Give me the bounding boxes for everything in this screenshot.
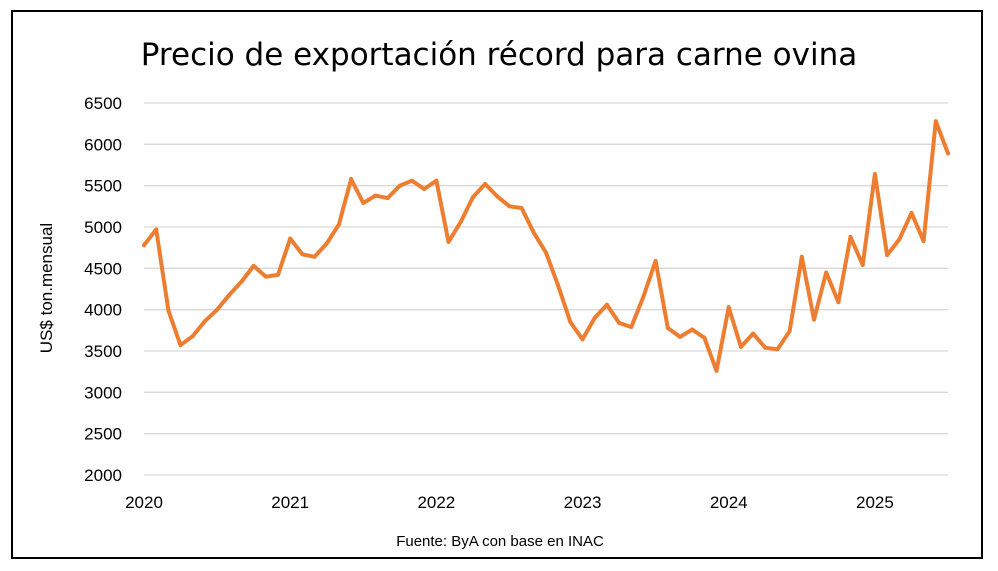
data-point: [422, 187, 427, 191]
data-point: [519, 206, 524, 210]
data-point: [824, 270, 829, 275]
data-point: [580, 337, 585, 342]
y-tick-label: 5000: [84, 218, 122, 237]
data-point: [178, 343, 183, 348]
data-point: [263, 274, 268, 279]
data-point: [397, 183, 402, 188]
data-point: [385, 196, 390, 201]
data-point: [373, 193, 378, 198]
source-note: Fuente: ByA con base en INAC: [396, 533, 604, 550]
x-tick-label: 2024: [710, 493, 748, 512]
y-tick-label: 2500: [84, 425, 122, 444]
data-point: [470, 195, 475, 200]
data-point: [836, 300, 841, 305]
data-point: [288, 236, 293, 241]
data-point: [276, 272, 280, 277]
data-point: [251, 263, 256, 268]
data-point: [812, 317, 816, 322]
data-point: [495, 194, 500, 199]
data-point: [848, 234, 853, 239]
data-point: [531, 230, 536, 235]
data-point: [653, 258, 658, 263]
data-point: [860, 263, 865, 267]
data-point: [921, 239, 926, 244]
data-point: [678, 334, 682, 339]
x-tick-label: 2022: [417, 493, 455, 512]
data-point: [799, 254, 804, 259]
data-point: [702, 335, 707, 340]
y-tick-label: 4500: [84, 259, 122, 278]
data-point: [787, 329, 792, 334]
data-point: [324, 241, 329, 246]
gridlines: [144, 102, 948, 476]
data-point: [227, 292, 232, 297]
data-point: [751, 331, 756, 336]
data-point: [775, 347, 780, 352]
x-tick-label: 2021: [271, 493, 309, 512]
data-point: [629, 325, 634, 329]
data-point: [690, 327, 695, 332]
x-tick-labels: 2020 2021 2022 2023 2024 2025: [125, 493, 894, 512]
data-point: [507, 204, 512, 209]
data-point: [556, 283, 561, 288]
y-axis-label: US$ ton.mensual: [37, 223, 56, 353]
data-point: [909, 210, 914, 215]
x-tick-label: 2020: [125, 493, 163, 512]
data-point: [154, 227, 159, 232]
data-point: [604, 302, 609, 307]
data-point: [872, 172, 877, 177]
y-tick-label: 5500: [84, 177, 122, 196]
data-point: [726, 305, 731, 310]
data-point: [763, 345, 768, 350]
data-point: [166, 308, 171, 313]
data-point: [336, 222, 341, 227]
data-point: [617, 320, 622, 325]
data-point: [434, 178, 439, 183]
y-tick-labels: 6500 6000 5500 5000 4500 4000 3500 3000 2500 2000: [84, 94, 122, 485]
data-point: [544, 250, 548, 255]
data-point: [933, 119, 938, 124]
data-point: [458, 220, 463, 224]
data-point: [239, 279, 244, 284]
y-tick-label: 2000: [84, 466, 122, 485]
data-point: [349, 177, 354, 182]
data-point: [215, 307, 220, 312]
series-layer: [142, 119, 950, 373]
data-point: [446, 239, 451, 244]
data-point: [300, 252, 305, 257]
chart-frame: [11, 10, 983, 559]
data-point: [361, 201, 366, 205]
x-tick-label: 2025: [856, 493, 894, 512]
data-point: [142, 243, 146, 248]
data-point: [714, 368, 719, 373]
y-tick-label: 3000: [84, 383, 122, 402]
data-point: [946, 151, 950, 156]
data-point: [312, 254, 317, 259]
y-tick-label: 6000: [84, 135, 122, 154]
y-tick-label: 4000: [84, 301, 122, 320]
data-point: [190, 334, 195, 339]
data-point: [202, 319, 207, 324]
data-point: [483, 182, 488, 186]
data-point: [665, 325, 670, 330]
y-tick-label: 3500: [84, 342, 122, 361]
x-tick-label: 2023: [564, 493, 602, 512]
series-line: [142, 119, 950, 373]
data-point: [410, 178, 414, 183]
data-point: [592, 315, 597, 320]
data-point: [641, 294, 646, 299]
data-point: [897, 237, 902, 242]
y-tick-label: 6500: [84, 94, 122, 113]
data-point: [568, 320, 573, 325]
data-point: [738, 344, 743, 349]
data-point: [885, 253, 890, 258]
chart-title: Precio de exportación récord para carne …: [141, 37, 857, 73]
